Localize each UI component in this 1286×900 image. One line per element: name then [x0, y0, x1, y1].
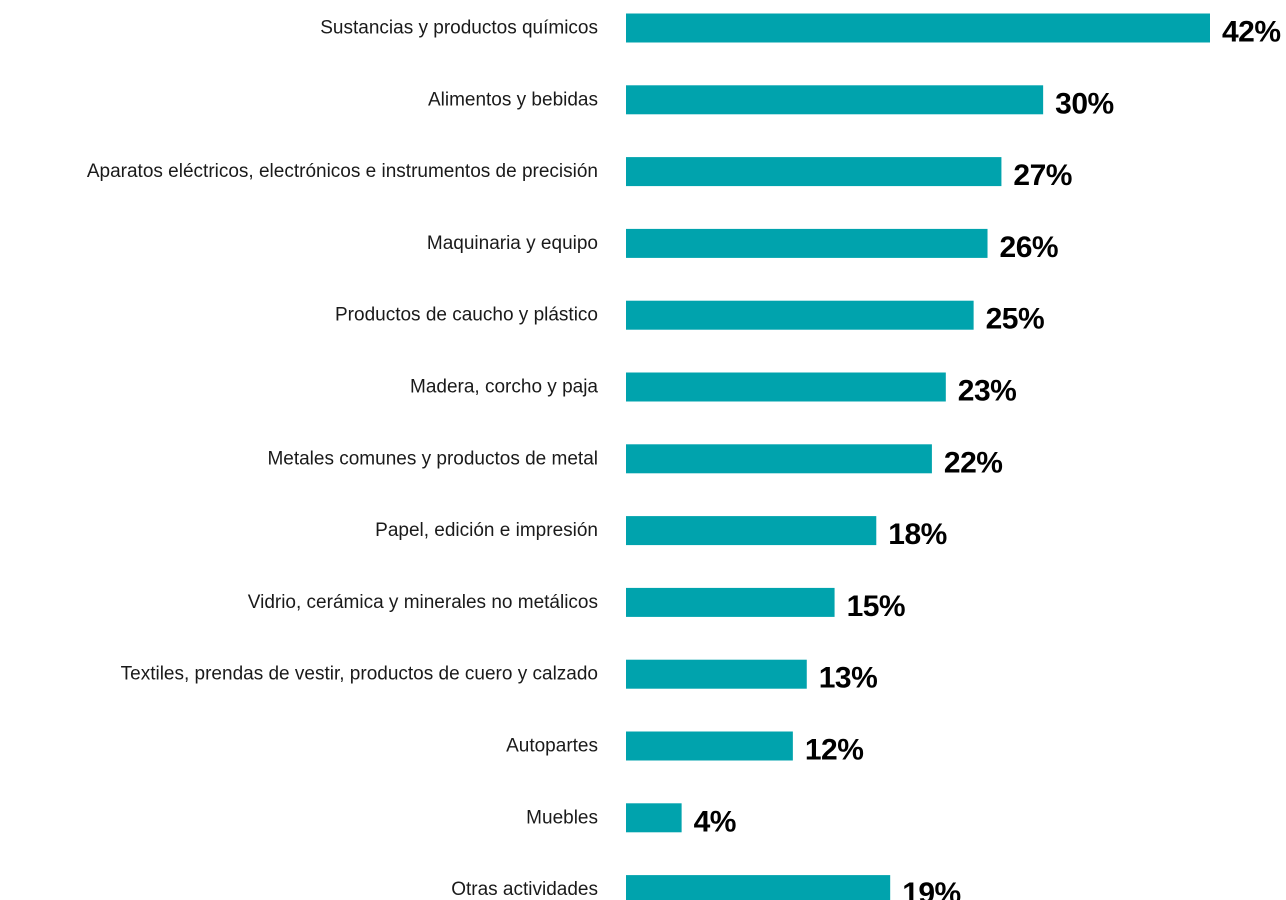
- category-label: Productos de caucho y plástico: [335, 305, 598, 326]
- value-label: 13%: [819, 662, 878, 695]
- category-label: Metales comunes y productos de metal: [267, 448, 598, 469]
- category-label: Muebles: [526, 807, 598, 828]
- bar: [626, 659, 807, 689]
- value-label: 30%: [1055, 87, 1114, 120]
- bar: [626, 157, 1002, 187]
- category-label: Autopartes: [506, 736, 598, 757]
- value-label: 22%: [944, 446, 1003, 479]
- bar: [626, 228, 988, 258]
- value-label: 25%: [986, 303, 1045, 336]
- bar: [626, 516, 877, 546]
- value-label: 4%: [694, 805, 736, 838]
- value-label: 12%: [805, 734, 864, 767]
- category-label: Madera, corcho y paja: [410, 377, 598, 398]
- category-label: Textiles, prendas de vestir, productos d…: [121, 664, 598, 685]
- value-label: 23%: [958, 375, 1017, 408]
- value-label: 18%: [888, 518, 947, 551]
- category-label: Papel, edición e impresión: [375, 520, 598, 541]
- category-label: Maquinaria y equipo: [427, 233, 598, 254]
- value-label: 19%: [902, 877, 961, 900]
- value-label: 27%: [1013, 159, 1072, 192]
- value-label: 15%: [847, 590, 906, 623]
- value-label: 42%: [1222, 16, 1281, 49]
- bar: [626, 803, 682, 833]
- value-label: 26%: [1000, 231, 1059, 264]
- bar: [626, 731, 793, 761]
- category-label: Vidrio, cerámica y minerales no metálico…: [248, 592, 598, 613]
- bar: [626, 444, 932, 474]
- bar: [626, 300, 974, 330]
- category-label: Otras actividades: [451, 879, 598, 900]
- bar: [626, 372, 946, 402]
- category-label: Sustancias y productos químicos: [320, 18, 598, 39]
- bar: [626, 85, 1044, 115]
- category-label: Alimentos y bebidas: [428, 89, 598, 110]
- bar: [626, 13, 1210, 43]
- category-label: Aparatos eléctricos, electrónicos e inst…: [87, 161, 598, 182]
- bar: [626, 875, 891, 900]
- bar: [626, 587, 835, 617]
